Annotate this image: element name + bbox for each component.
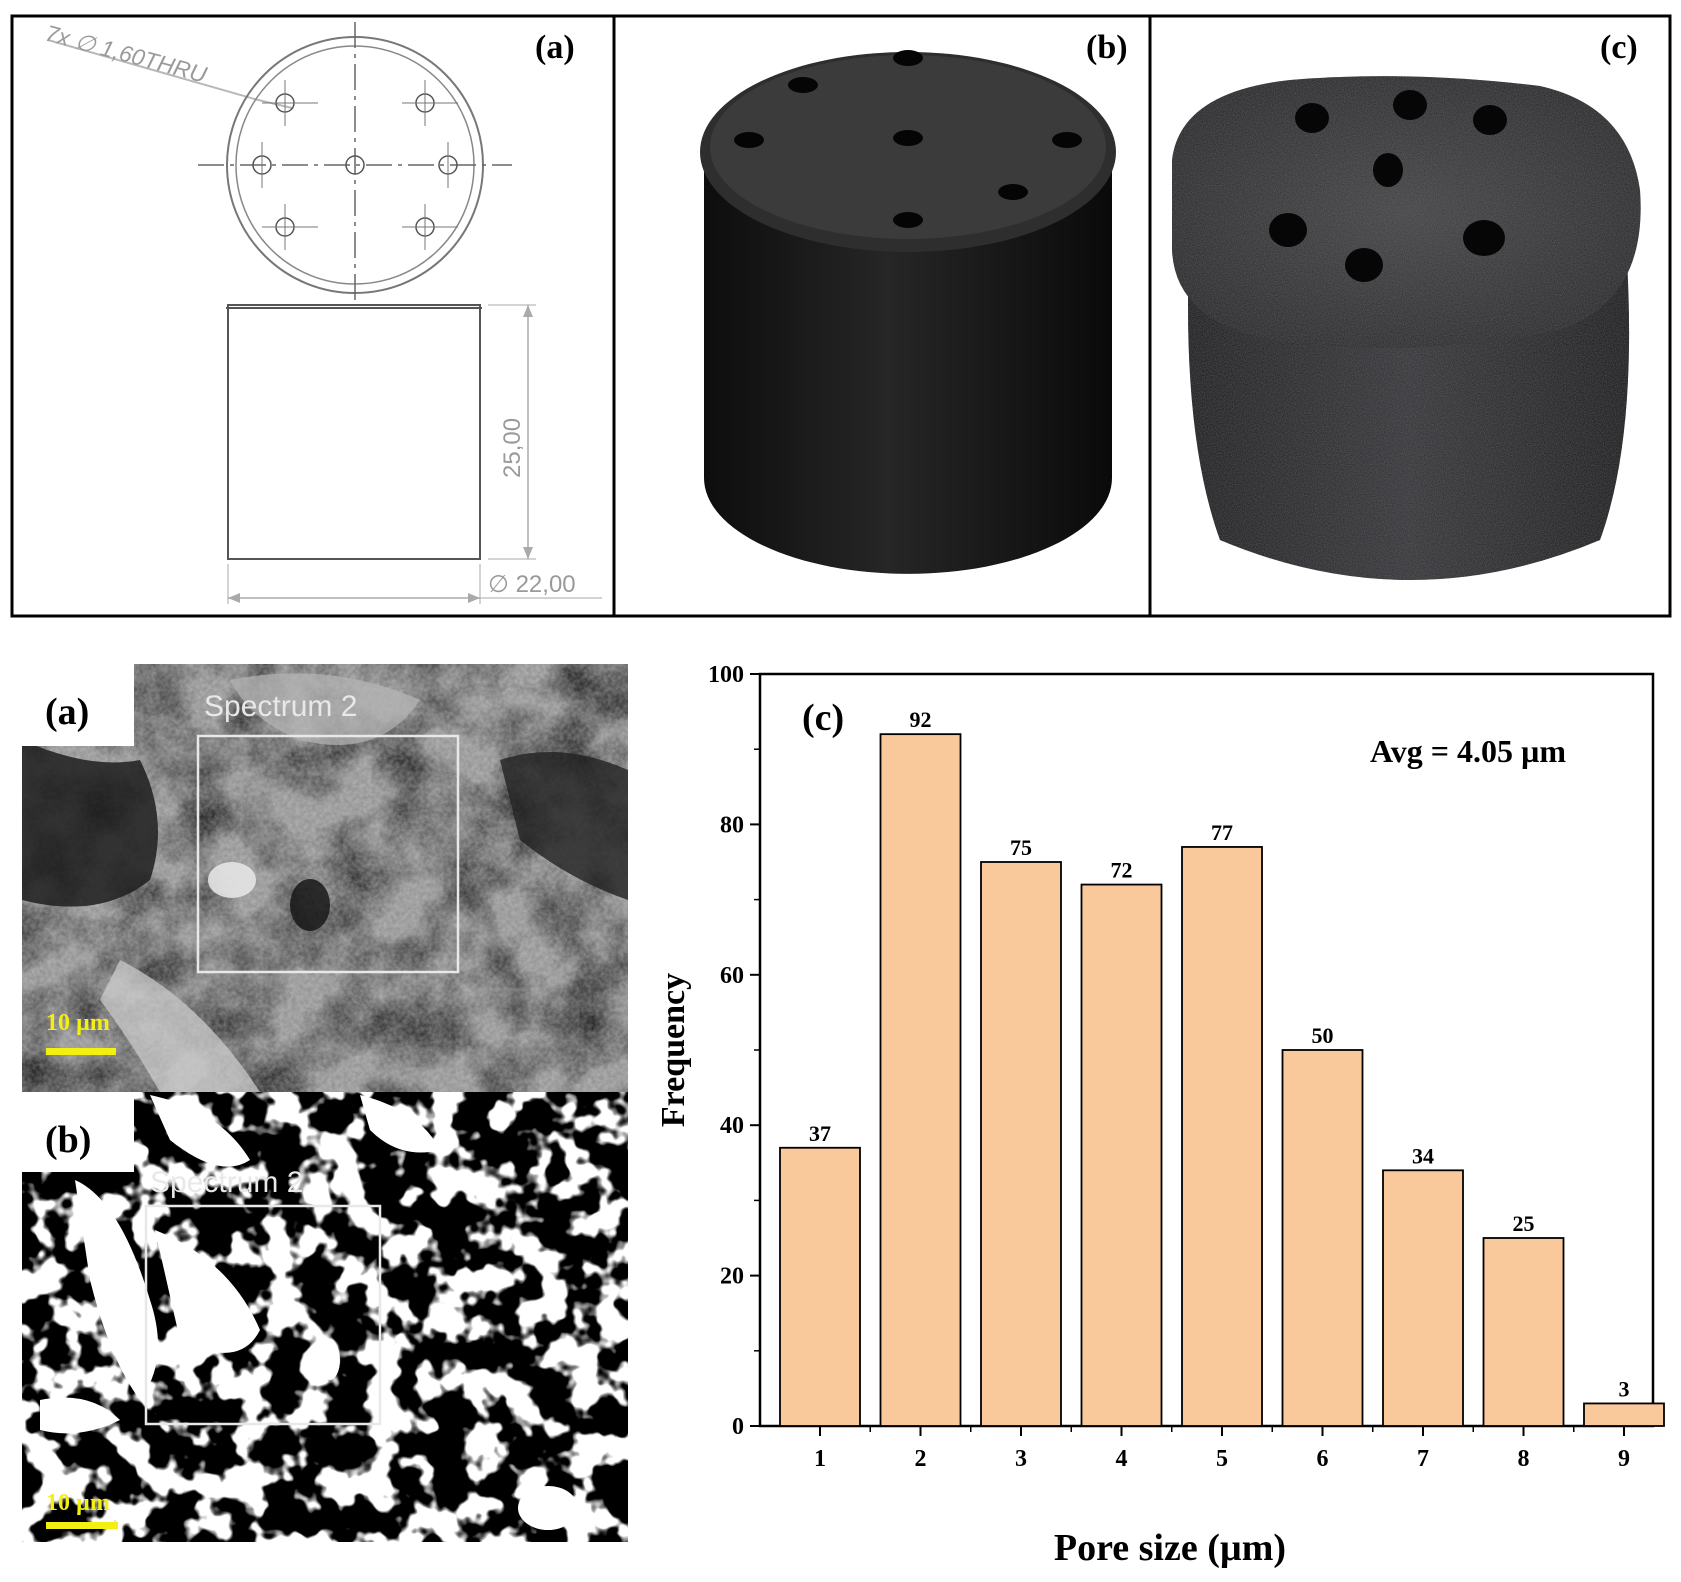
bar-7	[1382, 1169, 1464, 1427]
y-tick-label: 40	[720, 1113, 744, 1139]
spectrum-box-a	[196, 734, 460, 974]
x-tick-label: 1	[814, 1446, 826, 1472]
height-dimension: 25,00	[499, 418, 526, 478]
bar-value-label: 3	[1619, 1376, 1630, 1401]
x-tick-label: 4	[1116, 1446, 1128, 1472]
bar-4	[1080, 883, 1163, 1427]
panel-label-top-c: (c)	[1600, 29, 1638, 66]
scale-label-sem-b: 10 µm	[46, 1490, 110, 1516]
x-tick-label: 3	[1015, 1446, 1027, 1472]
panel-label-sem-b: (b)	[45, 1119, 91, 1161]
panel-label-sem-a: (a)	[45, 691, 89, 733]
panel-label-top-b: (b)	[1086, 29, 1128, 66]
spectrum-label-a: Spectrum 2	[204, 690, 357, 723]
bar-value-label: 25	[1513, 1211, 1535, 1236]
y-tick-label: 20	[720, 1264, 744, 1290]
panel-label-box-sem-b	[22, 1092, 134, 1172]
scale-bar-sem-b	[46, 1522, 118, 1529]
bar-value-label: 72	[1111, 858, 1133, 883]
bar-1	[779, 1146, 861, 1427]
spectrum-label-b: Spectrum 2	[150, 1166, 303, 1199]
panel-label-top-a: (a)	[535, 29, 575, 66]
x-tick-label: 8	[1518, 1446, 1530, 1472]
y-tick-label: 80	[720, 812, 744, 838]
x-axis-title: Pore size (µm)	[1054, 1527, 1286, 1569]
chart-panel-label: (c)	[802, 697, 844, 739]
diameter-dimension: ∅ 22,00	[488, 571, 576, 598]
x-tick-label: 9	[1618, 1446, 1630, 1472]
y-tick-label: 0	[732, 1414, 744, 1440]
average-annotation: Avg = 4.05 µm	[1370, 733, 1566, 769]
bar-value-label: 77	[1211, 820, 1233, 845]
bar-value-label: 92	[910, 707, 932, 732]
bar-value-label: 34	[1412, 1143, 1434, 1168]
bar-value-label: 75	[1010, 835, 1032, 860]
sample-photo	[1172, 76, 1641, 580]
x-tick-label: 7	[1417, 1446, 1429, 1472]
bar-value-label: 37	[809, 1121, 831, 1146]
scale-label-sem-a: 10 µm	[46, 1010, 110, 1036]
technical-drawing: 7x ∅ 1,60THRU 25,00	[43, 20, 602, 604]
y-tick-label: 60	[720, 963, 744, 989]
x-tick-label: 2	[915, 1446, 927, 1472]
sem-image-binary	[22, 1092, 628, 1542]
scale-bar-sem-a	[46, 1048, 116, 1055]
panel-label-box-sem-a	[22, 664, 134, 746]
bar-9	[1583, 1402, 1665, 1427]
bar-value-label: 50	[1312, 1023, 1334, 1048]
bar-5	[1181, 846, 1263, 1427]
y-tick-label: 100	[708, 662, 744, 688]
x-tick-label: 6	[1317, 1446, 1329, 1472]
bar-8	[1482, 1237, 1565, 1427]
bar-3	[980, 861, 1062, 1427]
cad-render	[700, 50, 1116, 574]
y-axis-title: Frequency	[655, 973, 692, 1127]
bar-6	[1281, 1049, 1364, 1427]
spectrum-box-b	[144, 1204, 382, 1426]
x-tick-label: 5	[1216, 1446, 1228, 1472]
bar-2	[879, 733, 962, 1427]
